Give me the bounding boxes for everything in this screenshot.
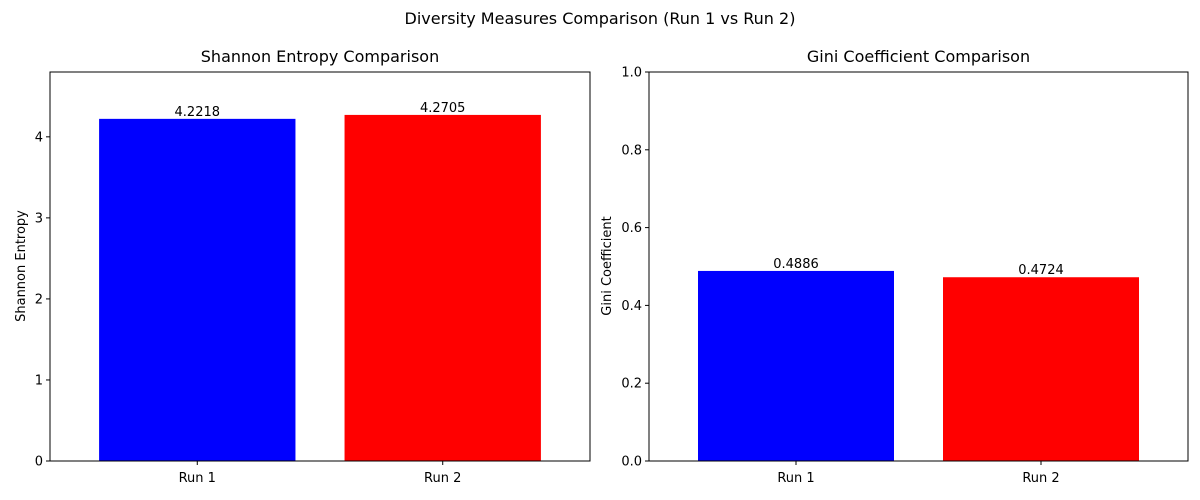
y-axis-label: Shannon Entropy: [14, 210, 29, 322]
bar-value-label: 0.4886: [773, 257, 819, 272]
x-tick-label: Run 1: [179, 471, 216, 486]
chart-title: Shannon Entropy Comparison: [201, 47, 439, 66]
y-tick-label: 0.2: [621, 377, 642, 392]
bar-value-label: 0.4724: [1018, 263, 1064, 278]
y-tick-label: 2: [35, 292, 43, 307]
y-tick-label: 1.0: [621, 66, 642, 81]
y-tick-label: 4: [35, 130, 43, 145]
x-tick-label: Run 2: [424, 471, 461, 486]
figure-suptitle: Diversity Measures Comparison (Run 1 vs …: [405, 9, 796, 28]
shannon-entropy-chart: Shannon Entropy Comparison Shannon Entro…: [14, 47, 591, 486]
bar-run-2: [344, 114, 541, 461]
y-tick-label: 3: [35, 211, 43, 226]
y-tick-label: 1: [35, 373, 43, 388]
y-axis-label: Gini Coefficient: [600, 216, 615, 315]
bar-value-label: 4.2705: [420, 101, 466, 116]
gini-coefficient-chart: Gini Coefficient Comparison Gini Coeffic…: [600, 47, 1189, 486]
bar-run-1: [698, 270, 894, 461]
axes-frame: [648, 71, 1189, 462]
y-tick-label: 0.4: [621, 299, 642, 314]
bar-run-2: [943, 277, 1139, 461]
y-tick-label: 0.6: [621, 221, 642, 236]
x-tick-label: Run 2: [1022, 471, 1059, 486]
chart-title: Gini Coefficient Comparison: [807, 47, 1030, 66]
y-tick-label: 0.0: [621, 455, 642, 470]
y-tick-label: 0.8: [621, 143, 642, 158]
bar-value-label: 4.2218: [175, 105, 221, 120]
axes-frame: [49, 71, 591, 462]
x-tick-label: Run 1: [777, 471, 814, 486]
y-tick-label: 0: [35, 455, 43, 470]
bar-run-1: [99, 118, 296, 462]
